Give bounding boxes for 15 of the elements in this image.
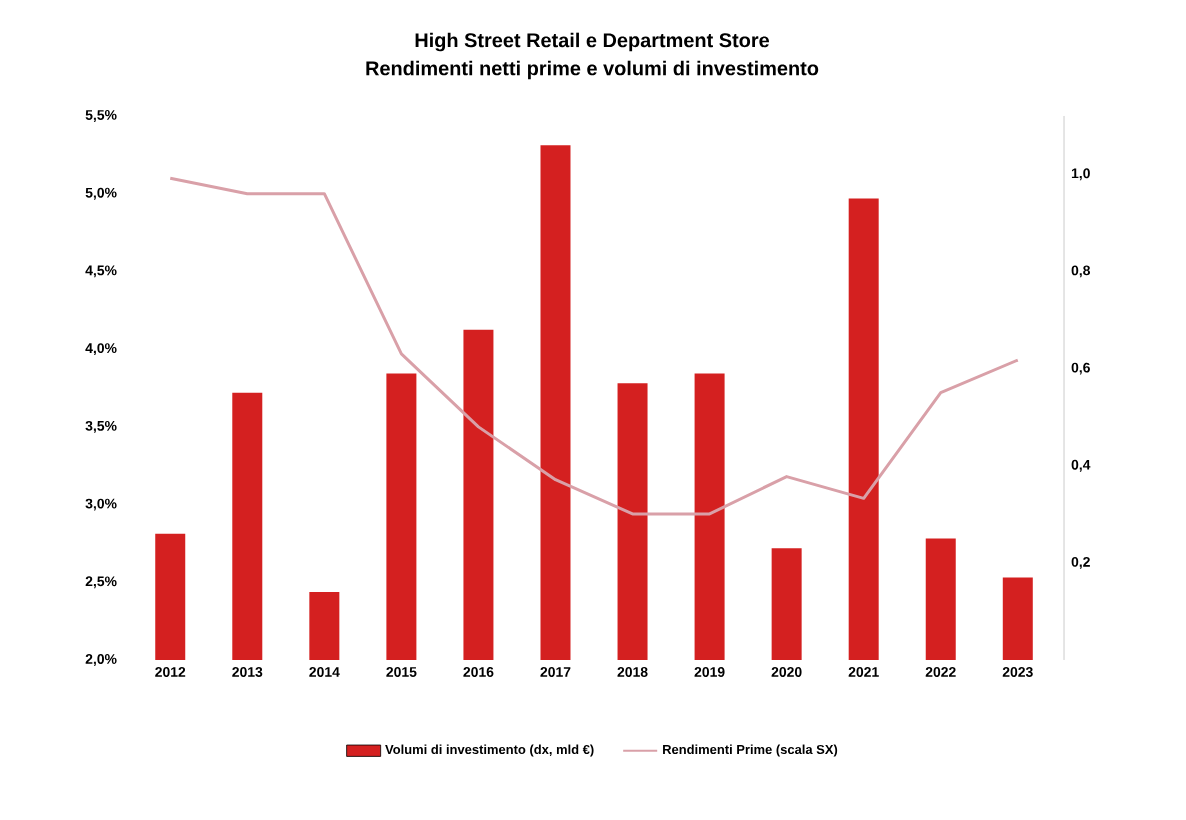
bar xyxy=(155,533,186,660)
bar xyxy=(1002,577,1033,660)
bar xyxy=(309,592,340,660)
chart-subtitle: Rendimenti netti prime e volumi di investimento xyxy=(366,60,819,80)
bar xyxy=(771,548,802,660)
bar xyxy=(848,198,879,660)
line-series xyxy=(168,176,1020,516)
bar xyxy=(925,538,956,660)
bar xyxy=(386,373,417,660)
chart-title: High Street Retail e Department Store xyxy=(415,32,770,52)
bar xyxy=(694,373,725,660)
bar xyxy=(540,145,571,660)
bar xyxy=(232,392,263,660)
bar xyxy=(463,329,494,660)
bar xyxy=(617,383,648,660)
